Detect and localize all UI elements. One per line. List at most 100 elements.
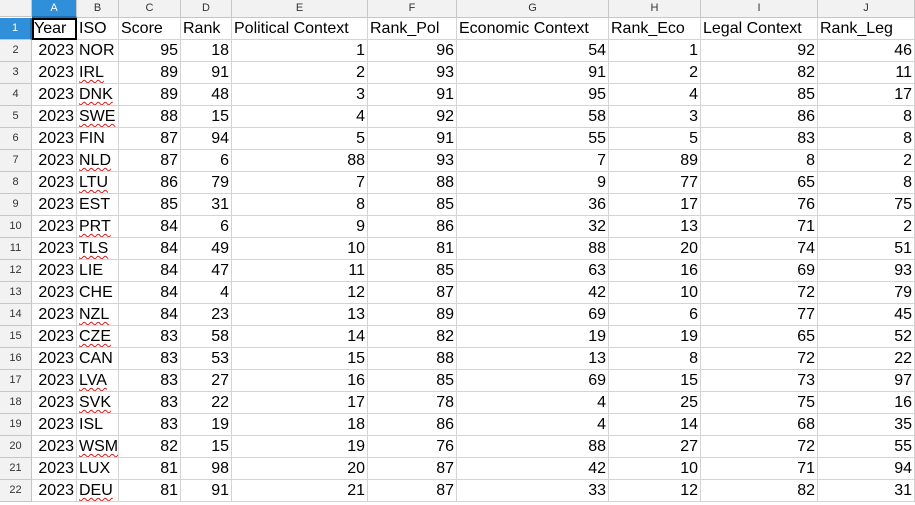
- data-cell[interactable]: 79: [818, 282, 915, 304]
- data-cell[interactable]: 82: [701, 480, 818, 502]
- data-cell[interactable]: 84: [119, 304, 181, 326]
- select-all-corner[interactable]: [0, 0, 32, 17]
- data-cell[interactable]: ISL: [77, 414, 119, 436]
- data-cell[interactable]: 47: [181, 260, 232, 282]
- data-cell[interactable]: 58: [457, 106, 609, 128]
- data-cell[interactable]: 77: [609, 172, 701, 194]
- data-cell[interactable]: 14: [609, 414, 701, 436]
- data-cell[interactable]: 8: [701, 150, 818, 172]
- data-cell[interactable]: 2: [818, 150, 915, 172]
- data-cell[interactable]: 84: [119, 216, 181, 238]
- data-cell[interactable]: 2023: [32, 370, 77, 392]
- data-cell[interactable]: 33: [457, 480, 609, 502]
- data-cell[interactable]: 4: [232, 106, 368, 128]
- data-cell[interactable]: 2023: [32, 216, 77, 238]
- data-cell[interactable]: 8: [818, 128, 915, 150]
- data-cell[interactable]: SWE: [77, 106, 119, 128]
- data-cell[interactable]: 86: [368, 216, 457, 238]
- data-cell[interactable]: PRT: [77, 216, 119, 238]
- data-cell[interactable]: 25: [609, 392, 701, 414]
- data-cell[interactable]: 10: [609, 458, 701, 480]
- row-header-18[interactable]: 18: [0, 392, 32, 414]
- data-cell[interactable]: NZL: [77, 304, 119, 326]
- data-cell[interactable]: 89: [368, 304, 457, 326]
- header-cell-h[interactable]: Rank_Eco: [609, 18, 701, 40]
- data-cell[interactable]: 65: [701, 172, 818, 194]
- data-cell[interactable]: 6: [181, 216, 232, 238]
- data-cell[interactable]: LIE: [77, 260, 119, 282]
- data-cell[interactable]: 84: [119, 260, 181, 282]
- data-cell[interactable]: 55: [457, 128, 609, 150]
- data-cell[interactable]: 2023: [32, 326, 77, 348]
- data-cell[interactable]: LTU: [77, 172, 119, 194]
- data-cell[interactable]: 69: [701, 260, 818, 282]
- header-cell-a[interactable]: Year: [32, 18, 77, 40]
- data-cell[interactable]: 93: [818, 260, 915, 282]
- header-cell-g[interactable]: Economic Context: [457, 18, 609, 40]
- data-cell[interactable]: 42: [457, 282, 609, 304]
- data-cell[interactable]: 2023: [32, 480, 77, 502]
- data-cell[interactable]: 8: [232, 194, 368, 216]
- column-header-j[interactable]: J: [818, 0, 915, 18]
- data-cell[interactable]: DEU: [77, 480, 119, 502]
- data-cell[interactable]: 94: [818, 458, 915, 480]
- data-cell[interactable]: 5: [609, 128, 701, 150]
- data-cell[interactable]: 2023: [32, 150, 77, 172]
- data-cell[interactable]: 76: [368, 436, 457, 458]
- data-cell[interactable]: LVA: [77, 370, 119, 392]
- data-cell[interactable]: 86: [368, 414, 457, 436]
- data-cell[interactable]: 88: [368, 172, 457, 194]
- data-cell[interactable]: 7: [232, 172, 368, 194]
- data-cell[interactable]: 19: [609, 326, 701, 348]
- row-header-22[interactable]: 22: [0, 480, 32, 502]
- data-cell[interactable]: 96: [368, 40, 457, 62]
- data-cell[interactable]: 2: [232, 62, 368, 84]
- data-cell[interactable]: 89: [119, 84, 181, 106]
- data-cell[interactable]: 86: [119, 172, 181, 194]
- row-header-9[interactable]: 9: [0, 194, 32, 216]
- data-cell[interactable]: 88: [368, 348, 457, 370]
- data-cell[interactable]: 98: [181, 458, 232, 480]
- row-header-12[interactable]: 12: [0, 260, 32, 282]
- row-header-11[interactable]: 11: [0, 238, 32, 260]
- data-cell[interactable]: 46: [818, 40, 915, 62]
- row-header-13[interactable]: 13: [0, 282, 32, 304]
- data-cell[interactable]: 85: [368, 194, 457, 216]
- row-header-21[interactable]: 21: [0, 458, 32, 480]
- data-cell[interactable]: 18: [181, 40, 232, 62]
- data-cell[interactable]: 2: [609, 62, 701, 84]
- data-cell[interactable]: 89: [609, 150, 701, 172]
- data-cell[interactable]: 95: [119, 40, 181, 62]
- data-cell[interactable]: 91: [181, 62, 232, 84]
- data-cell[interactable]: 11: [818, 62, 915, 84]
- data-cell[interactable]: 52: [818, 326, 915, 348]
- data-cell[interactable]: 83: [119, 414, 181, 436]
- data-cell[interactable]: 83: [119, 370, 181, 392]
- data-cell[interactable]: 1: [232, 40, 368, 62]
- data-cell[interactable]: NOR: [77, 40, 119, 62]
- data-cell[interactable]: 85: [701, 84, 818, 106]
- data-cell[interactable]: 5: [232, 128, 368, 150]
- data-cell[interactable]: 81: [119, 480, 181, 502]
- data-cell[interactable]: 4: [457, 414, 609, 436]
- header-cell-c[interactable]: Score: [119, 18, 181, 40]
- data-cell[interactable]: 78: [368, 392, 457, 414]
- data-cell[interactable]: 2023: [32, 282, 77, 304]
- data-cell[interactable]: 8: [818, 172, 915, 194]
- data-cell[interactable]: 17: [232, 392, 368, 414]
- data-cell[interactable]: 54: [457, 40, 609, 62]
- data-cell[interactable]: 10: [232, 238, 368, 260]
- data-cell[interactable]: 85: [119, 194, 181, 216]
- data-cell[interactable]: 51: [818, 238, 915, 260]
- data-cell[interactable]: 19: [181, 414, 232, 436]
- data-cell[interactable]: 87: [368, 458, 457, 480]
- data-cell[interactable]: CAN: [77, 348, 119, 370]
- header-cell-e[interactable]: Political Context: [232, 18, 368, 40]
- data-cell[interactable]: 83: [701, 128, 818, 150]
- data-cell[interactable]: 8: [818, 106, 915, 128]
- data-cell[interactable]: 74: [701, 238, 818, 260]
- data-cell[interactable]: 87: [119, 128, 181, 150]
- data-cell[interactable]: 35: [818, 414, 915, 436]
- data-cell[interactable]: 31: [181, 194, 232, 216]
- data-cell[interactable]: 75: [818, 194, 915, 216]
